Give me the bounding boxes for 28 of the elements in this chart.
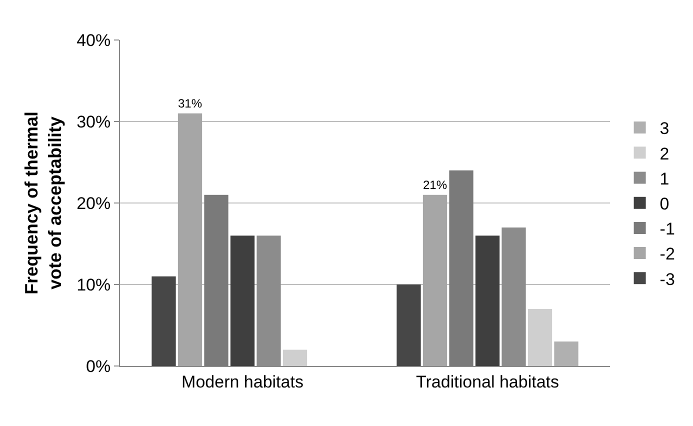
legend-label: -1: [660, 220, 675, 239]
bar: [282, 350, 308, 366]
legend-label: 0: [660, 194, 670, 214]
bar: [528, 308, 552, 366]
y-axis-title: Frequency of thermal vote of acceptability: [21, 111, 65, 295]
x-tick-label: Traditional habitats: [416, 372, 560, 392]
bar: [449, 170, 474, 366]
bar: [422, 194, 448, 366]
legend-label: 2: [660, 144, 670, 164]
bar: [396, 284, 421, 366]
data-label: 31%: [178, 96, 202, 111]
legend-label: 3: [660, 119, 670, 138]
legend-label: -3: [660, 270, 675, 289]
y-tick-label: 40%: [76, 30, 111, 50]
bar: [152, 276, 176, 366]
y-tick-label: 30%: [76, 112, 111, 132]
data-label: 21%: [422, 178, 448, 192]
y-tick-label: 0%: [86, 356, 111, 376]
legend-label: 1: [660, 169, 670, 188]
bar: [475, 236, 500, 366]
bar: [204, 194, 228, 366]
legend-label: -2: [660, 244, 675, 264]
y-tick-label: 10%: [76, 275, 111, 294]
y-tick-label: 20%: [76, 194, 111, 213]
x-tick-label: Modern habitats: [182, 372, 304, 392]
bar: [178, 113, 202, 366]
bar: [554, 342, 578, 366]
bar: [230, 236, 255, 366]
